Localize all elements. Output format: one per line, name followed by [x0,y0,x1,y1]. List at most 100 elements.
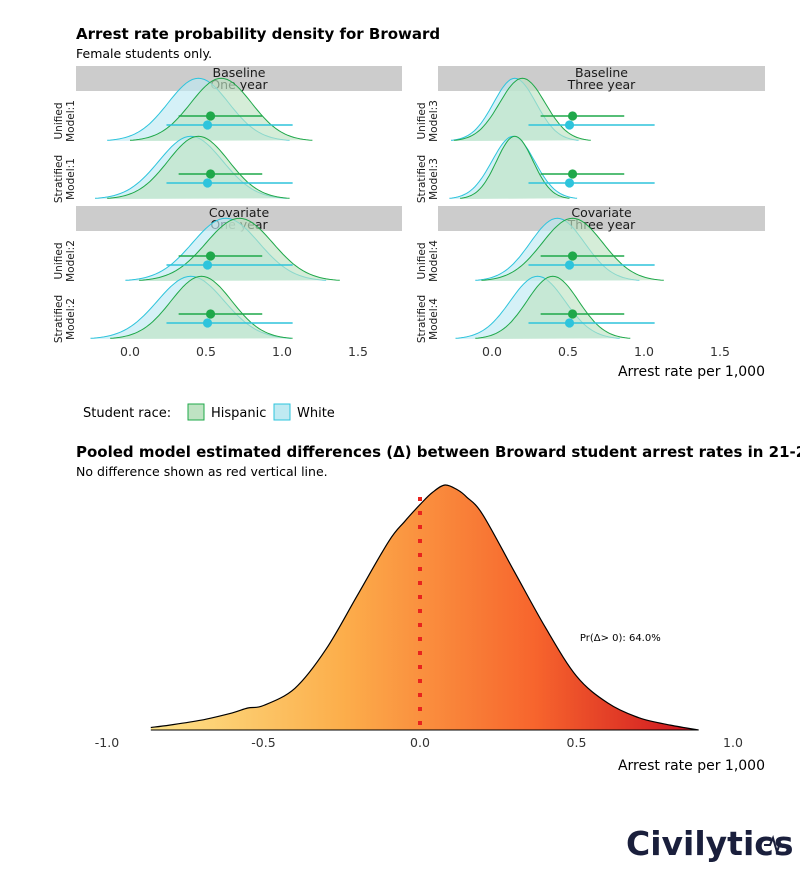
facet-strip [76,66,402,91]
row-label-line2: Model:3 [428,158,440,200]
legend-label-white: White [297,406,335,421]
row-label-line2: Model:2 [65,298,77,340]
row-label-line1: Unified [416,243,428,280]
row-label-line1: Stratified [53,155,65,203]
facet-strip-top-label: Baseline [213,65,266,80]
x-tick-label: 0.5 [567,735,587,750]
legend-label-hispanic: Hispanic [211,406,266,421]
civilytics-logo: Civilytics [626,824,793,863]
row-label: StratifiedModel:4 [416,295,440,343]
ridge-row-1: UnifiedModel:2 [53,217,340,282]
difference-density-outline [150,484,699,731]
row-label: StratifiedModel:2 [53,295,77,343]
row-label-line2: Model:1 [65,158,77,200]
density-outline-hispanic [475,275,631,339]
ridge-row-2: StratifiedModel:1 [53,135,293,203]
point-estimate-hispanic [567,309,578,319]
legend-title: Student race: [83,406,171,421]
x-tick-label: -1.0 [95,735,119,750]
facet-strip-bottom-label: Three year [567,77,637,92]
density-outline-hispanic [481,217,664,281]
legend-swatch-white [273,403,291,421]
density-outline-hispanic [453,77,591,141]
x-tick-label: 1.0 [723,735,743,750]
density-outline-hispanic [460,135,570,199]
x-tick-label: 0.0 [120,344,140,359]
facet-panel-3: CovariateOne yearUnifiedModel:2Stratifie… [53,205,402,359]
point-estimate-hispanic [567,169,578,179]
top-chart-subtitle: Female students only. [76,46,212,61]
logo-text: Civilytics [626,824,793,863]
row-label: UnifiedModel:1 [53,100,77,142]
row-label-line2: Model:4 [428,240,440,282]
point-estimate-hispanic [205,111,216,121]
row-label: UnifiedModel:4 [416,240,440,282]
difference-density-area [150,484,699,730]
bottom-x-axis-title: Arrest rate per 1,000 [618,758,765,774]
point-estimate-white [202,318,213,328]
ridge-row-2: StratifiedModel:3 [416,135,655,203]
facet-strip-top-label: Covariate [571,205,632,220]
facet-strip [438,66,765,91]
point-estimate-white [202,178,213,188]
point-estimate-hispanic [205,169,216,179]
density-outline-hispanic [110,275,293,339]
density-outline-hispanic [107,135,290,199]
top-x-axis-title: Arrest rate per 1,000 [618,364,765,380]
row-label-line1: Stratified [416,295,428,343]
facet-strip [438,206,765,231]
row-label: StratifiedModel:3 [416,155,440,203]
bottom-chart-title: Pooled model estimated differences (Δ) b… [76,443,800,461]
row-label-line2: Model:3 [428,100,440,142]
x-tick-label: 1.5 [710,344,730,359]
x-tick-label: 0.5 [558,344,578,359]
x-tick-label: 0.0 [482,344,502,359]
point-estimate-white [564,318,575,328]
row-label: StratifiedModel:1 [53,155,77,203]
x-tick-label: 1.5 [348,344,368,359]
row-label: UnifiedModel:3 [416,100,440,142]
bottom-chart-subtitle: No difference shown as red vertical line… [76,464,328,479]
point-estimate-white [564,178,575,188]
ridge-row-1: UnifiedModel:3 [416,77,655,142]
point-estimate-hispanic [205,309,216,319]
facet-strip-top-label: Covariate [209,205,270,220]
density-outline-hispanic [139,217,340,281]
difference-density-plot: Pr(Δ> 0): 64.0% -1.0 -0.5 0.0 0.5 1.0 [95,484,743,750]
x-tick-label: 0.5 [196,344,216,359]
ridge-row-1: UnifiedModel:4 [416,217,664,282]
point-estimate-hispanic [205,251,216,261]
probability-annotation: Pr(Δ> 0): 64.0% [580,633,661,644]
point-estimate-white [202,120,213,130]
facet-strip-top-label: Baseline [575,65,628,80]
x-tick-label: -0.5 [251,735,275,750]
row-label-line1: Unified [53,243,65,280]
x-tick-label: 1.0 [272,344,292,359]
row-label-line1: Unified [53,103,65,140]
row-label-line1: Stratified [53,295,65,343]
point-estimate-hispanic [567,111,578,121]
row-label-line1: Unified [416,103,428,140]
point-estimate-white [564,260,575,270]
point-estimate-white [564,120,575,130]
density-outline-hispanic [129,77,313,141]
x-tick-label: 0.0 [410,735,430,750]
row-label-line2: Model:4 [428,298,440,340]
legend: Student race: Hispanic White [83,403,335,421]
row-label-line1: Stratified [416,155,428,203]
row-label: UnifiedModel:2 [53,240,77,282]
point-estimate-hispanic [567,251,578,261]
row-label-line2: Model:2 [65,240,77,282]
point-estimate-white [202,260,213,270]
top-chart-title: Arrest rate probability density for Brow… [76,25,440,43]
legend-swatch-hispanic [187,403,205,421]
ridge-row-2: StratifiedModel:4 [416,275,655,343]
pulse-icon [764,835,790,856]
ridge-row-2: StratifiedModel:2 [53,275,293,343]
ridge-row-1: UnifiedModel:1 [53,77,313,142]
